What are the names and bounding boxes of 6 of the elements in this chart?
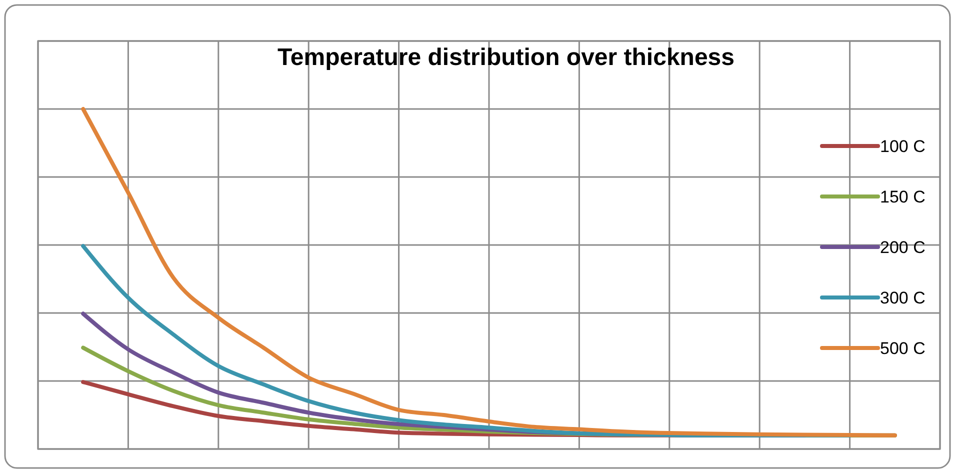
legend-label: 200 C [880,238,926,257]
legend-label: 300 C [880,288,926,308]
legend-label: 150 C [880,188,926,206]
chart-title: Temperature distribution over thickness [278,44,734,71]
legend-label: 100 C [880,137,926,156]
legend-label: 500 C [880,339,926,358]
